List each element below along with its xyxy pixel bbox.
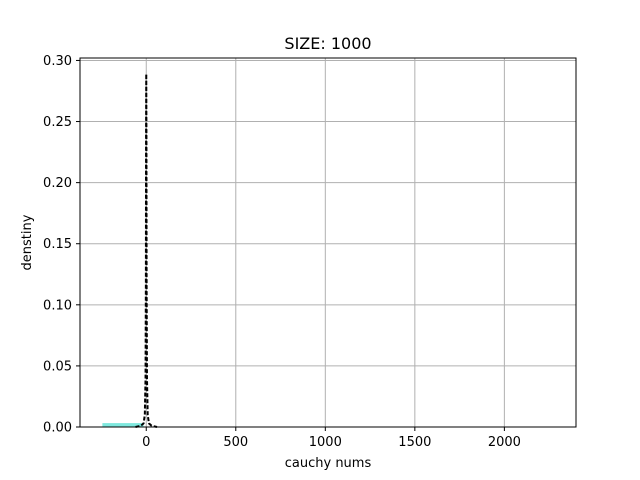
histogram [102,423,144,427]
histogram-bar [102,423,144,427]
y-axis-label: denstiny [20,214,35,270]
y-tick-label: 0.15 [43,237,72,252]
density-line [135,73,158,428]
x-tick-label: 0 [142,435,150,450]
plot-frame [79,57,577,428]
x-tick-label: 1000 [309,435,342,450]
y-tick-label: 0.25 [43,115,72,130]
y-tick-label: 0.00 [43,421,72,436]
ticks: 0 500 1000 1500 2000 0.00 0.05 0.10 0.15 0.20 0.25… [43,54,521,450]
x-tick-label: 500 [223,435,248,450]
y-tick-label: 0.20 [43,176,72,191]
x-tick-label: 1500 [398,435,431,450]
x-tick-label: 2000 [488,435,521,450]
chart-title: SIZE: 1000 [284,34,371,53]
y-tick-label: 0.30 [43,54,72,69]
y-tick-label: 0.10 [43,298,72,313]
x-axis-label: cauchy nums [285,456,372,471]
density-line-group [135,73,158,428]
y-tick-label: 0.05 [43,359,72,374]
